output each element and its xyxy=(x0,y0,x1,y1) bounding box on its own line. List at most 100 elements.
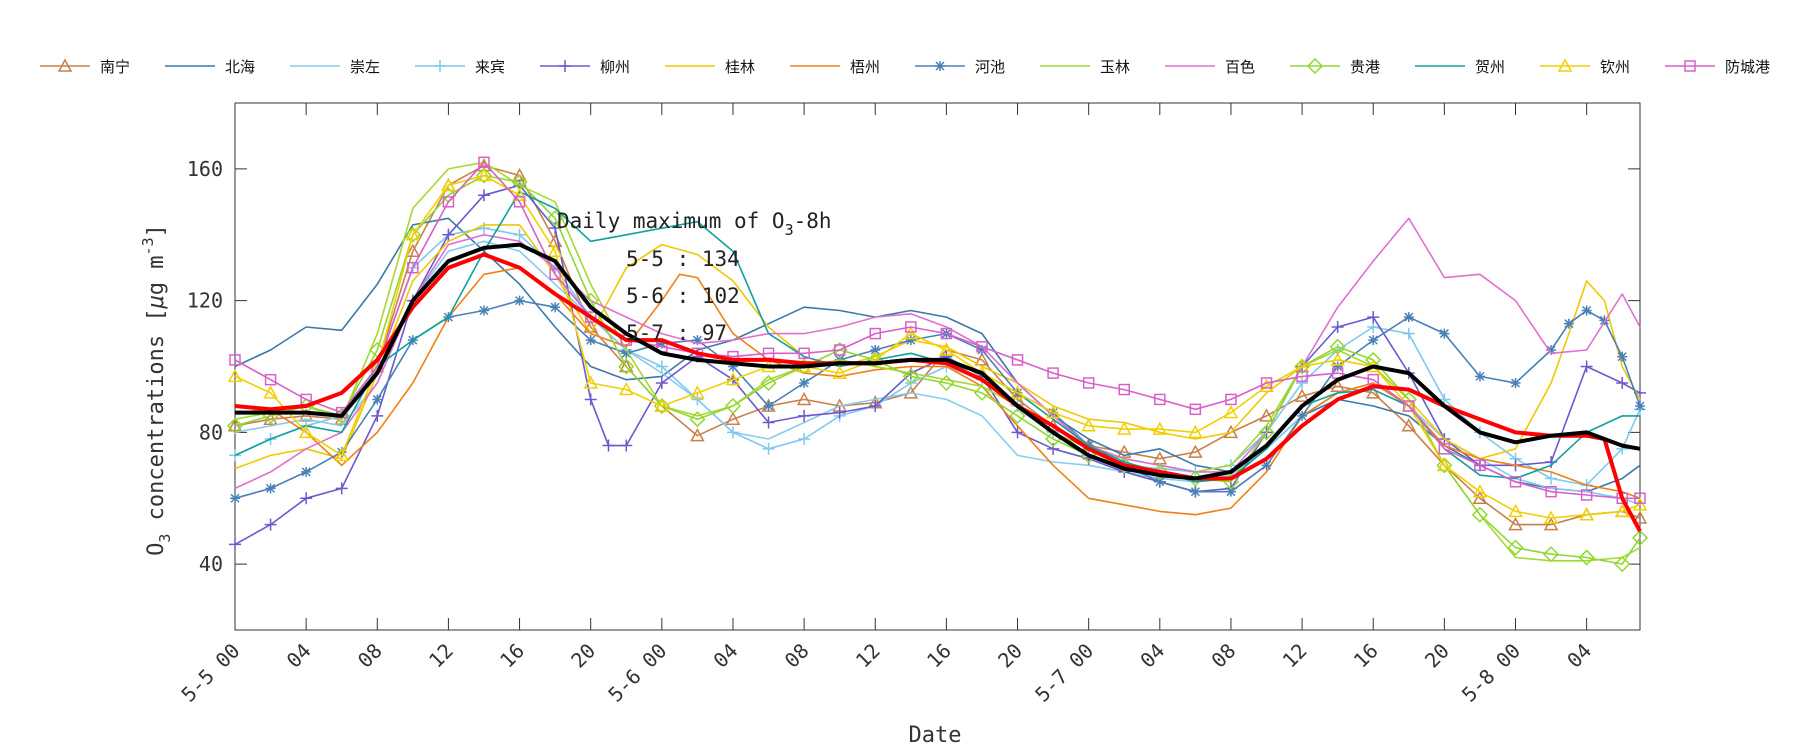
data-point xyxy=(263,411,278,425)
data-point xyxy=(938,374,955,392)
data-point xyxy=(230,493,240,504)
data-point xyxy=(1545,472,1558,485)
data-point xyxy=(1634,492,1646,504)
data-point xyxy=(336,447,347,458)
x-tick-label: 12 xyxy=(1278,639,1312,673)
x-tick-label: 5-5 00 xyxy=(176,639,244,707)
data-point xyxy=(1402,327,1415,340)
legend-label: 南宁 xyxy=(100,58,130,76)
data-point xyxy=(1543,510,1559,524)
x-tick-label: 20 xyxy=(1420,639,1454,673)
data-point xyxy=(584,393,597,406)
data-point xyxy=(1011,354,1024,366)
series-line xyxy=(234,174,1641,519)
data-point xyxy=(602,439,615,452)
x-tick-label: 08 xyxy=(780,639,814,673)
data-point xyxy=(298,424,314,439)
data-point xyxy=(1258,424,1275,441)
legend-label: 来宾 xyxy=(475,58,505,76)
data-point xyxy=(690,385,705,399)
data-point xyxy=(1472,490,1488,504)
data-point xyxy=(1259,408,1274,422)
data-point xyxy=(1510,377,1521,388)
data-point xyxy=(585,335,596,346)
legend-label: 崇左 xyxy=(350,58,380,76)
x-tick-label: 08 xyxy=(1206,639,1240,673)
data-point xyxy=(725,372,741,386)
data-point xyxy=(335,482,348,495)
x-tick-label: 04 xyxy=(1135,639,1169,673)
data-point xyxy=(547,210,564,227)
data-point xyxy=(798,347,810,360)
legend-label: 河池 xyxy=(975,58,1005,76)
data-point xyxy=(1599,315,1610,326)
data-point xyxy=(229,354,241,366)
data-point xyxy=(1508,503,1523,518)
data-point xyxy=(513,196,526,208)
data-point xyxy=(1189,403,1202,416)
data-point xyxy=(1294,358,1311,375)
data-point xyxy=(832,365,847,379)
series-group xyxy=(226,156,1649,573)
data-point xyxy=(1188,444,1203,458)
data-point xyxy=(227,368,243,383)
x-tick-label: 16 xyxy=(1349,639,1383,673)
data-point xyxy=(477,189,490,202)
y-tick-label: 40 xyxy=(199,552,223,576)
data-point xyxy=(656,338,667,349)
data-point xyxy=(1507,539,1524,556)
data-point xyxy=(1578,549,1595,566)
data-point xyxy=(1543,546,1560,563)
data-point xyxy=(1474,459,1486,472)
legend-label: 北海 xyxy=(225,58,255,76)
data-point xyxy=(1188,424,1203,439)
data-point xyxy=(833,344,846,356)
annotation-line-2: 5-7 : 97 xyxy=(626,321,727,345)
data-point xyxy=(619,358,634,373)
legend-marker xyxy=(1684,60,1696,72)
legend-item: 桂林 xyxy=(665,58,755,76)
data-point xyxy=(404,226,421,243)
data-point xyxy=(940,327,953,340)
legend-item: 钦州 xyxy=(1540,58,1630,76)
data-point xyxy=(1635,401,1645,412)
legend-label: 桂林 xyxy=(725,58,755,76)
x-tick-label: 12 xyxy=(851,639,885,673)
data-point xyxy=(762,416,775,429)
data-point xyxy=(1403,312,1414,323)
data-point xyxy=(300,492,313,505)
data-point xyxy=(1614,556,1631,573)
x-tick-label: 16 xyxy=(495,639,529,673)
data-point xyxy=(620,439,633,452)
data-point xyxy=(727,361,738,372)
data-point xyxy=(226,417,244,434)
x-tick-label: 16 xyxy=(922,639,956,673)
annotation-line-1: 5-6 : 102 xyxy=(626,284,740,308)
data-point xyxy=(1296,370,1308,383)
data-point xyxy=(1259,378,1274,393)
data-point xyxy=(1261,460,1272,471)
data-point xyxy=(976,340,988,353)
data-point xyxy=(974,352,990,366)
data-point xyxy=(1047,367,1059,379)
data-point xyxy=(1154,393,1166,406)
x-tick-label: 5-6 00 xyxy=(603,639,671,707)
data-point xyxy=(1580,489,1593,501)
data-point xyxy=(1045,405,1061,419)
series-line xyxy=(234,240,1641,506)
data-point xyxy=(905,321,917,333)
legend-item: 崇左 xyxy=(290,58,380,76)
data-point xyxy=(1543,517,1559,531)
legend-item: 河池 xyxy=(915,58,1005,76)
data-point xyxy=(229,449,241,462)
legend-marker xyxy=(1557,58,1573,72)
data-point xyxy=(371,409,384,422)
data-point xyxy=(1223,424,1239,439)
data-point xyxy=(655,376,668,389)
data-point xyxy=(1294,388,1310,402)
data-point xyxy=(1579,507,1594,521)
annotation-box: Daily maximum of O3-8h 5-5 : 134 5-6 : 1… xyxy=(557,209,832,345)
data-point xyxy=(1225,393,1237,406)
